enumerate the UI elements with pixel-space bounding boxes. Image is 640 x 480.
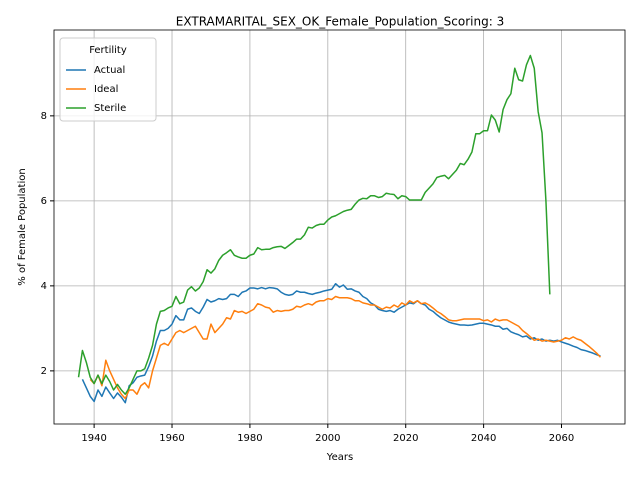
- legend-title: Fertility: [89, 45, 127, 56]
- chart-title: EXTRAMARITAL_SEX_OK_Female_Population_Sc…: [176, 15, 504, 29]
- y-axis-label: % of Female Population: [17, 168, 28, 285]
- y-tick-label: 8: [41, 111, 47, 122]
- y-tick-label: 6: [41, 196, 47, 207]
- series-line: [77, 54, 551, 395]
- legend-box: [59, 37, 157, 122]
- y-tick-label: 2: [41, 366, 47, 377]
- x-tick-label: 1960: [159, 433, 184, 444]
- legend-label: Actual: [94, 65, 125, 76]
- x-tick-label: 2040: [471, 433, 496, 444]
- x-tick-label: 1940: [81, 433, 106, 444]
- x-axis-label: Years: [326, 452, 353, 463]
- x-tick-label: 2060: [549, 433, 574, 444]
- series-line: [81, 282, 601, 404]
- series-line: [89, 295, 602, 400]
- x-tick-label: 2000: [315, 433, 340, 444]
- x-tick-label: 2020: [393, 433, 418, 444]
- x-tick-label: 1980: [237, 433, 262, 444]
- legend-label: Ideal: [94, 84, 118, 95]
- legend-label: Sterile: [94, 103, 126, 114]
- plot-frame: [53, 29, 626, 425]
- y-tick-label: 4: [41, 281, 47, 292]
